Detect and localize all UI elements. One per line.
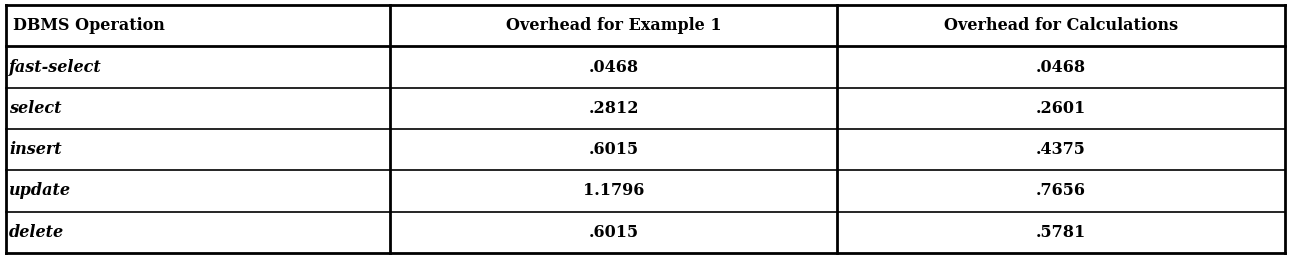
Text: fast-select: fast-select <box>9 59 102 76</box>
Text: .2601: .2601 <box>1035 100 1086 117</box>
Text: .7656: .7656 <box>1035 182 1086 199</box>
Text: select: select <box>9 100 62 117</box>
Text: .2812: .2812 <box>589 100 639 117</box>
Text: 1.1796: 1.1796 <box>582 182 644 199</box>
Text: .0468: .0468 <box>1035 59 1086 76</box>
Text: Overhead for Example 1: Overhead for Example 1 <box>506 17 722 34</box>
Text: Overhead for Calculations: Overhead for Calculations <box>944 17 1177 34</box>
Text: .6015: .6015 <box>589 141 639 158</box>
Text: delete: delete <box>9 224 65 241</box>
Text: update: update <box>9 182 71 199</box>
Text: .5781: .5781 <box>1035 224 1086 241</box>
Text: .0468: .0468 <box>589 59 639 76</box>
Text: DBMS Operation: DBMS Operation <box>13 17 165 34</box>
Text: insert: insert <box>9 141 62 158</box>
Text: .4375: .4375 <box>1035 141 1086 158</box>
Text: .6015: .6015 <box>589 224 639 241</box>
